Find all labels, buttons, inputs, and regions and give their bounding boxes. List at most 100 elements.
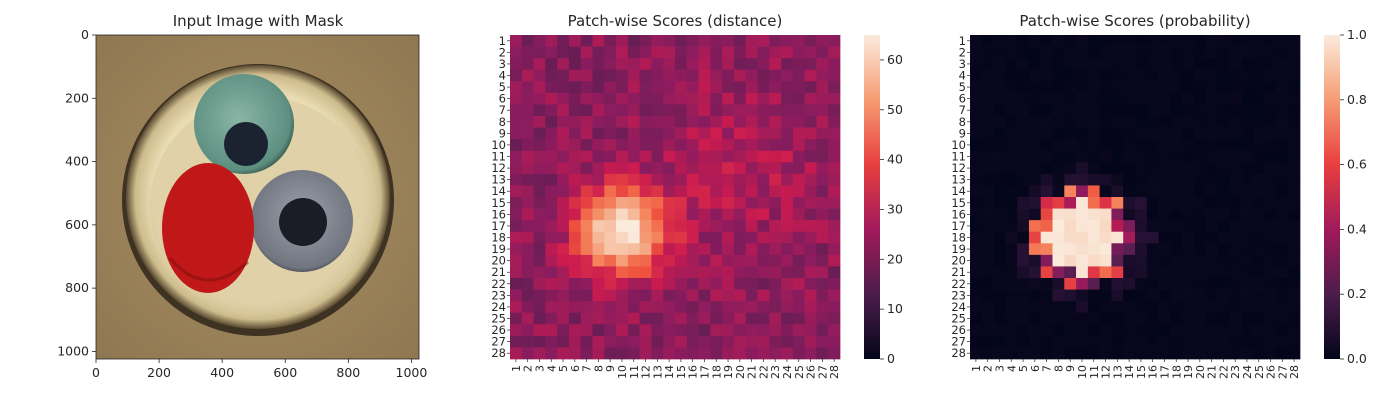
heatmap-cell	[828, 116, 841, 128]
heatmap-cell	[1264, 58, 1277, 71]
heatmap-cell	[828, 150, 841, 163]
heatmap-cell	[993, 347, 1006, 360]
heatmap-cell	[816, 335, 829, 348]
heatmap-cell	[1158, 116, 1171, 128]
heatmap-cell	[1005, 266, 1018, 279]
heatmap-cell	[1276, 254, 1289, 267]
heatmap-cell	[686, 81, 699, 94]
heatmap-cell	[651, 243, 664, 256]
heatmap-cell	[510, 231, 523, 244]
heatmap-cell	[1017, 278, 1030, 290]
heatmap-cell	[1158, 231, 1171, 244]
heatmap-cell	[1135, 266, 1148, 279]
heatmap-cell	[616, 231, 629, 244]
heatmap-cell	[651, 301, 664, 314]
heatmap-cell	[698, 289, 711, 302]
heatmap-cell	[698, 116, 711, 128]
heatmap-cell	[757, 231, 770, 244]
distance-heatmap[interactable]	[510, 35, 841, 360]
heatmap-cell	[675, 46, 688, 59]
heatmap-cell	[1123, 231, 1136, 244]
heatmap-cell	[1158, 104, 1171, 117]
heatmap-cell	[533, 278, 546, 290]
heatmap-cell	[1017, 162, 1030, 175]
heatmap-cell	[1170, 46, 1183, 59]
heatmap-cell	[510, 139, 523, 152]
heatmap-cell	[792, 46, 805, 59]
heatmap-cell	[710, 116, 723, 128]
heatmap-cell	[981, 335, 994, 348]
heatmap-cell	[557, 150, 570, 163]
heatmap-cell	[592, 116, 605, 128]
heatmap-cell	[1017, 104, 1030, 117]
x-tick-label: 1000	[396, 365, 428, 380]
heatmap-cell	[1052, 58, 1065, 71]
heatmap-cell	[568, 220, 582, 233]
heatmap-cell	[1182, 162, 1195, 175]
heatmap-cell	[970, 347, 983, 360]
heatmap-cell	[533, 220, 546, 233]
heatmap-cell	[580, 173, 593, 186]
heatmap-cell	[970, 254, 983, 267]
input-image-panel: Input Image with Mask 0 200 400 600 800 10000…	[57, 12, 427, 380]
heatmap-cell	[1241, 150, 1254, 163]
heatmap-cell	[1146, 312, 1159, 325]
heatmap-cell	[627, 81, 640, 94]
heatmap-cell	[993, 208, 1006, 221]
col-tick-label: 11	[628, 365, 641, 379]
row-tick-label: 7	[499, 103, 506, 117]
heatmap-cell	[1087, 347, 1100, 360]
red-mask[interactable]	[162, 163, 254, 293]
input-image	[96, 35, 419, 359]
heatmap-cell	[722, 92, 735, 105]
heatmap-cell	[1241, 243, 1254, 256]
col-tick-label: 20	[1194, 365, 1207, 379]
heatmap-cell	[1205, 35, 1218, 47]
heatmap-cell	[533, 92, 546, 105]
heatmap-cell	[1005, 185, 1018, 198]
row-tick-label: 18	[951, 231, 966, 245]
heatmap-cell	[1099, 289, 1112, 302]
heatmap-cell	[686, 116, 699, 128]
teal-disc-berries	[224, 122, 268, 166]
probability-heatmap[interactable]	[970, 35, 1301, 360]
heatmap-cell	[545, 173, 558, 186]
heatmap-cell	[1193, 127, 1207, 140]
heatmap-cell	[1170, 58, 1183, 71]
heatmap-cell	[828, 69, 841, 82]
heatmap-cell	[698, 162, 711, 175]
heatmap-cell	[675, 301, 688, 314]
heatmap-cell	[816, 127, 829, 140]
heatmap-cell	[604, 46, 617, 59]
col-tick-label: 6	[569, 365, 582, 372]
row-tick-label: 12	[491, 161, 506, 175]
row-tick-label: 17	[951, 219, 966, 233]
heatmap-cell	[1040, 220, 1053, 233]
heatmap-cell	[981, 139, 994, 152]
heatmap-cell	[521, 92, 534, 105]
heatmap-cell	[1028, 150, 1042, 163]
heatmap-cell	[1005, 139, 1018, 152]
row-tick-label: 26	[951, 323, 966, 337]
heatmap-cell	[545, 289, 558, 302]
heatmap-cell	[1052, 116, 1065, 128]
heatmap-cell	[816, 347, 829, 360]
heatmap-cell	[970, 162, 983, 175]
heatmap-cell	[710, 58, 723, 71]
heatmap-cell	[1252, 347, 1265, 360]
heatmap-cell	[828, 278, 841, 290]
heatmap-cell	[592, 162, 605, 175]
heatmap-cell	[1170, 347, 1183, 360]
heatmap-cell	[781, 139, 794, 152]
heatmap-cell	[627, 35, 640, 47]
heatmap-cell	[639, 46, 652, 59]
colorbar-tick-label: 0.0	[1347, 351, 1367, 366]
heatmap-cell	[651, 185, 664, 198]
heatmap-cell	[757, 139, 770, 152]
heatmap-cell	[1182, 335, 1195, 348]
heatmap-cell	[828, 347, 841, 360]
heatmap-cell	[1170, 289, 1183, 302]
row-tick-label: 2	[959, 45, 966, 59]
heatmap-cell	[1276, 150, 1289, 163]
heatmap-cell	[1217, 69, 1230, 82]
